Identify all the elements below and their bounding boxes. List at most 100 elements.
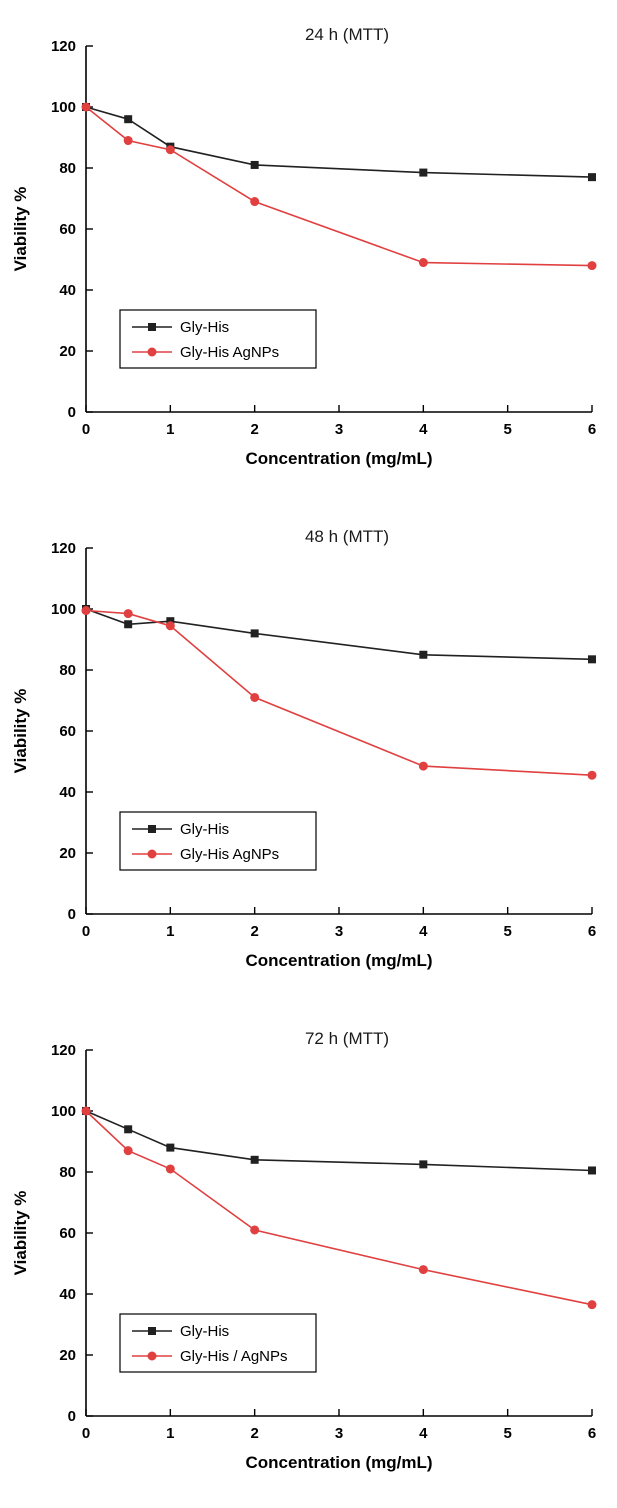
legend-key-marker bbox=[147, 849, 157, 859]
legend-key-marker bbox=[147, 347, 157, 357]
legend-key-marker bbox=[148, 825, 156, 833]
x-tick-label: 1 bbox=[166, 923, 174, 940]
x-tick-label: 0 bbox=[82, 421, 90, 438]
y-axis-label: Viability % bbox=[11, 187, 30, 272]
legend: Gly-His Gly-His AgNPs bbox=[119, 811, 317, 871]
data-point-marker bbox=[418, 1265, 428, 1275]
series-line bbox=[85, 106, 593, 178]
chart-title: 48 h (MTT) bbox=[305, 527, 389, 546]
legend-label: Gly-His AgNPs bbox=[180, 344, 279, 361]
y-tick-label: 100 bbox=[51, 99, 76, 116]
x-tick-label: 2 bbox=[250, 421, 258, 438]
y-tick-label: 80 bbox=[59, 662, 76, 679]
y-tick-label: 60 bbox=[59, 723, 76, 740]
legend: Gly-His Gly-His / AgNPs bbox=[119, 1313, 317, 1373]
tick-marks bbox=[85, 45, 593, 413]
series-line bbox=[85, 1110, 593, 1172]
series-line bbox=[85, 1110, 593, 1306]
tick-marks bbox=[85, 547, 593, 915]
x-tick-label: 5 bbox=[503, 923, 511, 940]
x-tick-label: 5 bbox=[503, 1425, 511, 1442]
x-tick-label: 4 bbox=[419, 421, 428, 438]
legend-label: Gly-His / AgNPs bbox=[180, 1348, 288, 1365]
series-gly-his-agnps bbox=[81, 102, 597, 271]
y-tick-label: 60 bbox=[59, 221, 76, 238]
legend-key-marker bbox=[148, 323, 156, 331]
data-point-marker bbox=[124, 1125, 133, 1134]
y-axis-label: Viability % bbox=[11, 1191, 30, 1276]
y-tick-label: 80 bbox=[59, 160, 76, 177]
y-axis-label: Viability % bbox=[11, 689, 30, 774]
series-line bbox=[85, 106, 593, 267]
data-point-marker bbox=[81, 102, 91, 112]
series-line bbox=[85, 608, 593, 661]
x-tick-label: 5 bbox=[503, 421, 511, 438]
series-gly-his bbox=[82, 605, 596, 664]
legend-label: Gly-His bbox=[180, 821, 229, 838]
x-tick-label: 4 bbox=[419, 1425, 428, 1442]
data-point-marker bbox=[588, 173, 596, 182]
x-tick-label: 6 bbox=[588, 923, 596, 940]
data-point-marker bbox=[588, 1166, 596, 1175]
legend-box bbox=[119, 309, 317, 369]
data-point-marker bbox=[419, 168, 428, 177]
data-point-marker bbox=[81, 1106, 91, 1116]
y-tick-label: 20 bbox=[59, 845, 76, 862]
y-tick-label: 40 bbox=[59, 784, 76, 801]
x-tick-label: 1 bbox=[166, 421, 174, 438]
y-tick-label: 120 bbox=[51, 540, 76, 557]
legend-key-marker bbox=[147, 1351, 157, 1361]
data-point-marker bbox=[250, 197, 260, 207]
y-tick-label: 100 bbox=[51, 1103, 76, 1120]
data-point-marker bbox=[166, 617, 175, 626]
series-gly-his-agnps bbox=[81, 1106, 597, 1310]
legend-label: Gly-His bbox=[180, 319, 229, 336]
x-tick-label: 2 bbox=[250, 1425, 258, 1442]
data-point-marker bbox=[123, 136, 133, 146]
y-tick-label: 0 bbox=[68, 906, 76, 923]
x-tick-label: 6 bbox=[588, 1425, 596, 1442]
chart-title: 72 h (MTT) bbox=[305, 1029, 389, 1048]
data-point-marker bbox=[587, 1300, 597, 1310]
data-point-marker bbox=[250, 160, 259, 169]
x-tick-label: 3 bbox=[335, 1425, 343, 1442]
data-point-marker bbox=[418, 761, 428, 771]
x-tick-label: 3 bbox=[335, 923, 343, 940]
series-gly-his-agnps bbox=[81, 606, 597, 780]
data-point-marker bbox=[123, 1146, 133, 1156]
y-tick-label: 20 bbox=[59, 343, 76, 360]
data-point-marker bbox=[165, 621, 175, 631]
data-point-marker bbox=[165, 145, 175, 155]
x-tick-label: 0 bbox=[82, 1425, 90, 1442]
x-tick-label: 4 bbox=[419, 923, 428, 940]
x-tick-label: 6 bbox=[588, 421, 596, 438]
data-point-marker bbox=[587, 261, 597, 271]
series-line bbox=[85, 609, 593, 776]
data-point-marker bbox=[250, 1225, 260, 1235]
x-axis-label: Concentration (mg/mL) bbox=[246, 449, 433, 468]
x-tick-label: 1 bbox=[166, 1425, 174, 1442]
data-point-marker bbox=[419, 650, 428, 659]
x-axis-label: Concentration (mg/mL) bbox=[246, 951, 433, 970]
data-point-marker bbox=[250, 1155, 259, 1164]
data-point-marker bbox=[165, 1164, 175, 1174]
legend-key-marker bbox=[148, 1327, 156, 1335]
y-tick-label: 60 bbox=[59, 1225, 76, 1242]
legend: Gly-His Gly-His AgNPs bbox=[119, 309, 317, 369]
series-gly-his bbox=[82, 103, 596, 182]
data-point-marker bbox=[250, 692, 260, 702]
x-tick-label: 3 bbox=[335, 421, 343, 438]
y-tick-label: 120 bbox=[51, 38, 76, 55]
data-point-marker bbox=[124, 115, 133, 124]
x-tick-label: 0 bbox=[82, 923, 90, 940]
y-tick-label: 100 bbox=[51, 601, 76, 618]
legend-box bbox=[119, 1313, 317, 1373]
data-point-marker bbox=[419, 1160, 428, 1169]
